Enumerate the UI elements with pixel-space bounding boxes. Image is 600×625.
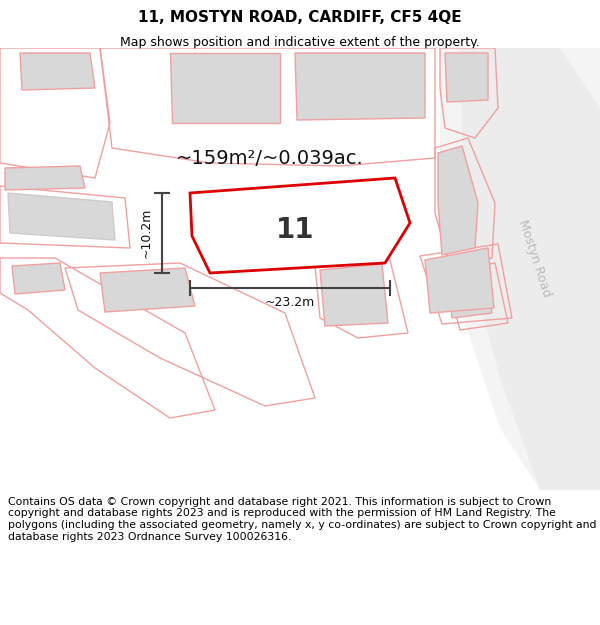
Text: ~10.2m: ~10.2m [139, 208, 152, 258]
Polygon shape [460, 48, 600, 490]
Polygon shape [445, 53, 488, 102]
Polygon shape [265, 216, 348, 253]
Polygon shape [320, 264, 388, 326]
Polygon shape [295, 53, 425, 120]
Polygon shape [448, 268, 492, 318]
Text: Mostyn Road: Mostyn Road [517, 217, 554, 298]
Polygon shape [8, 193, 115, 240]
Polygon shape [20, 53, 95, 90]
Text: 11: 11 [276, 216, 314, 244]
Polygon shape [438, 146, 478, 255]
Text: ~159m²/~0.039ac.: ~159m²/~0.039ac. [176, 149, 364, 168]
Text: ~23.2m: ~23.2m [265, 296, 315, 309]
Text: Contains OS data © Crown copyright and database right 2021. This information is : Contains OS data © Crown copyright and d… [8, 497, 596, 541]
Polygon shape [440, 48, 600, 490]
Polygon shape [190, 178, 410, 273]
Polygon shape [12, 263, 65, 294]
Polygon shape [100, 268, 195, 312]
Text: 11, MOSTYN ROAD, CARDIFF, CF5 4QE: 11, MOSTYN ROAD, CARDIFF, CF5 4QE [138, 9, 462, 24]
Polygon shape [425, 248, 494, 313]
Polygon shape [5, 166, 85, 190]
Text: Map shows position and indicative extent of the property.: Map shows position and indicative extent… [120, 36, 480, 49]
Polygon shape [170, 53, 280, 123]
